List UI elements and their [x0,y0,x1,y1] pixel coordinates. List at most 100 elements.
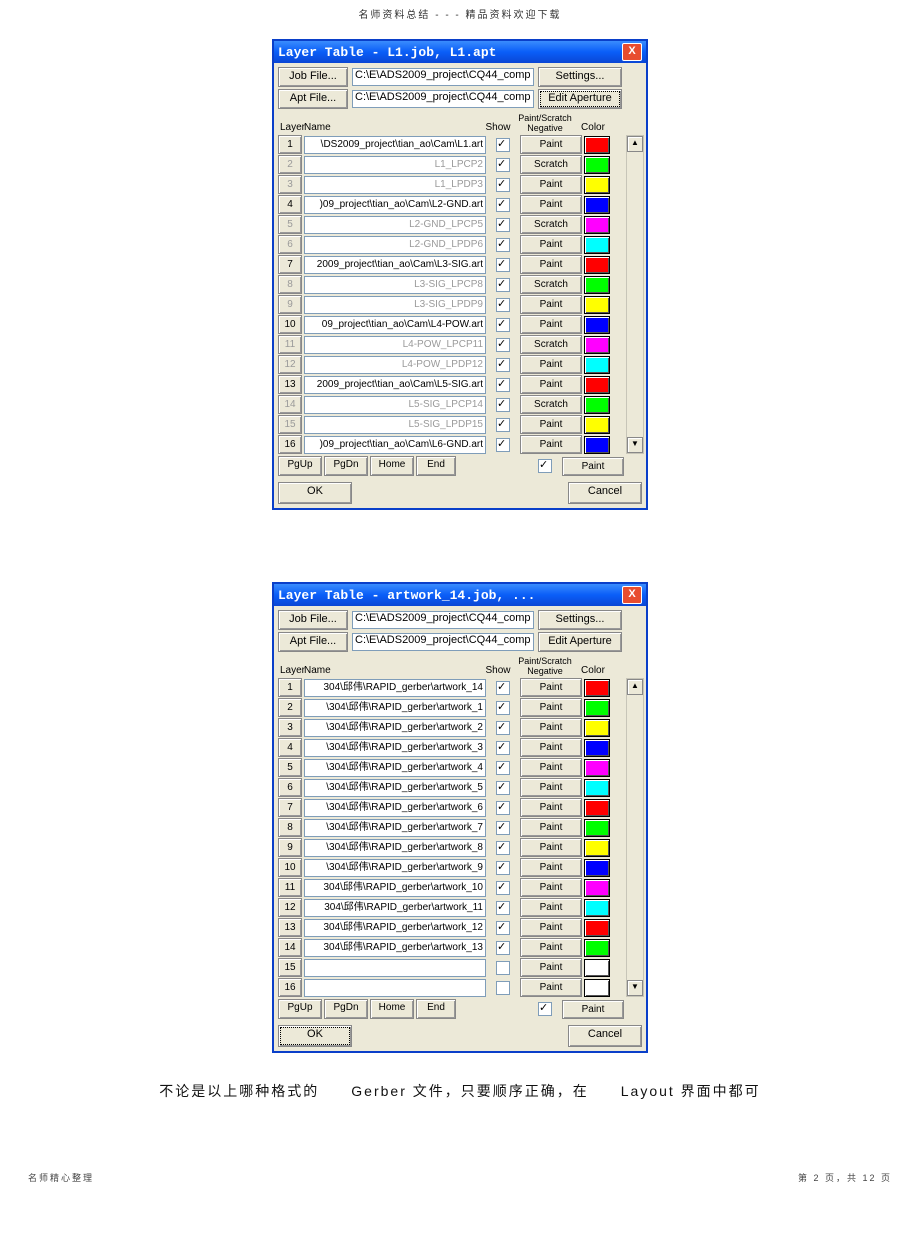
job-file-path-input[interactable]: C:\E\ADS2009_project\CQ44_comp [352,611,534,629]
scrollbar[interactable]: ▲ ▼ [626,678,644,997]
color-swatch[interactable] [584,779,610,797]
home-button[interactable]: Home [370,456,414,476]
paint-scratch-button[interactable]: Paint [520,958,582,977]
paint-scratch-button[interactable]: Paint [520,978,582,997]
color-swatch[interactable] [584,679,610,697]
paint-scratch-button[interactable]: Paint [520,195,582,214]
layer-name-input[interactable]: L5-SIG_LPDP15 [304,416,486,434]
layer-number-button[interactable]: 16 [278,435,302,454]
layer-number-button[interactable]: 14 [278,395,302,414]
show-all-checkbox[interactable] [538,1002,552,1016]
layer-name-input[interactable]: L1_LPCP2 [304,156,486,174]
page-down-button[interactable]: PgDn [324,456,368,476]
color-swatch[interactable] [584,296,610,314]
layer-number-button[interactable]: 11 [278,878,302,897]
layer-name-input[interactable]: )09_project\tian_ao\Cam\L6-GND.art [304,436,486,454]
layer-name-input[interactable]: 2009_project\tian_ao\Cam\L5-SIG.art [304,376,486,394]
layer-name-input[interactable]: L2-GND_LPDP6 [304,236,486,254]
color-swatch[interactable] [584,699,610,717]
layer-name-input[interactable]: \DS2009_project\tian_ao\Cam\L1.art [304,136,486,154]
layer-number-button[interactable]: 12 [278,355,302,374]
layer-name-input[interactable] [304,979,486,997]
layer-name-input[interactable]: \304\邱伟\RAPID_gerber\artwork_8 [304,839,486,857]
color-swatch[interactable] [584,759,610,777]
show-checkbox[interactable] [496,961,510,975]
layer-name-input[interactable]: L5-SIG_LPCP14 [304,396,486,414]
layer-number-button[interactable]: 15 [278,415,302,434]
paint-scratch-button[interactable]: Paint [520,758,582,777]
paint-scratch-button[interactable]: Paint [520,858,582,877]
layer-number-button[interactable]: 10 [278,315,302,334]
show-checkbox[interactable] [496,901,510,915]
layer-name-input[interactable]: \304\邱伟\RAPID_gerber\artwork_6 [304,799,486,817]
show-checkbox[interactable] [496,298,510,312]
layer-number-button[interactable]: 1 [278,678,302,697]
layer-number-button[interactable]: 4 [278,195,302,214]
paint-scratch-button[interactable]: Scratch [520,275,582,294]
show-checkbox[interactable] [496,258,510,272]
color-swatch[interactable] [584,196,610,214]
show-checkbox[interactable] [496,941,510,955]
layer-name-input[interactable]: \304\邱伟\RAPID_gerber\artwork_7 [304,819,486,837]
layer-name-input[interactable]: \304\邱伟\RAPID_gerber\artwork_3 [304,739,486,757]
layer-number-button[interactable]: 6 [278,778,302,797]
show-checkbox[interactable] [496,681,510,695]
color-swatch[interactable] [584,376,610,394]
paint-scratch-button[interactable]: Paint [520,878,582,897]
settings-button[interactable]: Settings... [538,610,622,630]
layer-name-input[interactable]: 304\邱伟\RAPID_gerber\artwork_14 [304,679,486,697]
close-icon[interactable]: X [622,586,642,604]
color-swatch[interactable] [584,216,610,234]
settings-button[interactable]: Settings... [538,67,622,87]
color-swatch[interactable] [584,959,610,977]
paint-scratch-button[interactable]: Scratch [520,215,582,234]
layer-name-input[interactable]: 304\邱伟\RAPID_gerber\artwork_12 [304,919,486,937]
scroll-up-icon[interactable]: ▲ [627,679,643,695]
page-up-button[interactable]: PgUp [278,456,322,476]
layer-name-input[interactable]: \304\邱伟\RAPID_gerber\artwork_2 [304,719,486,737]
layer-name-input[interactable]: \304\邱伟\RAPID_gerber\artwork_1 [304,699,486,717]
layer-name-input[interactable] [304,959,486,977]
color-swatch[interactable] [584,156,610,174]
show-checkbox[interactable] [496,178,510,192]
job-file-path-input[interactable]: C:\E\ADS2009_project\CQ44_comp [352,68,534,86]
color-swatch[interactable] [584,436,610,454]
show-checkbox[interactable] [496,218,510,232]
paint-scratch-button[interactable]: Paint [520,718,582,737]
layer-name-input[interactable]: 304\邱伟\RAPID_gerber\artwork_10 [304,879,486,897]
show-checkbox[interactable] [496,801,510,815]
show-checkbox[interactable] [496,158,510,172]
layer-number-button[interactable]: 7 [278,255,302,274]
color-swatch[interactable] [584,859,610,877]
layer-name-input[interactable]: \304\邱伟\RAPID_gerber\artwork_5 [304,779,486,797]
show-checkbox[interactable] [496,358,510,372]
show-checkbox[interactable] [496,721,510,735]
paint-scratch-button[interactable]: Paint [520,255,582,274]
color-swatch[interactable] [584,899,610,917]
layer-number-button[interactable]: 6 [278,235,302,254]
show-checkbox[interactable] [496,761,510,775]
color-swatch[interactable] [584,939,610,957]
paint-scratch-button[interactable]: Paint [520,135,582,154]
layer-number-button[interactable]: 10 [278,858,302,877]
layer-number-button[interactable]: 3 [278,175,302,194]
color-swatch[interactable] [584,316,610,334]
scrollbar[interactable]: ▲ ▼ [626,135,644,454]
paint-scratch-button[interactable]: Paint [520,698,582,717]
color-swatch[interactable] [584,719,610,737]
show-checkbox[interactable] [496,841,510,855]
layer-number-button[interactable]: 9 [278,838,302,857]
show-checkbox[interactable] [496,398,510,412]
paint-scratch-button[interactable]: Scratch [520,395,582,414]
color-swatch[interactable] [584,336,610,354]
paint-scratch-button[interactable]: Paint [520,898,582,917]
show-checkbox[interactable] [496,338,510,352]
layer-number-button[interactable]: 14 [278,938,302,957]
paint-scratch-button[interactable]: Paint [520,375,582,394]
layer-name-input[interactable]: L3-SIG_LPDP9 [304,296,486,314]
summary-paint-button[interactable]: Paint [562,1000,624,1019]
layer-name-input[interactable]: L1_LPDP3 [304,176,486,194]
paint-scratch-button[interactable]: Paint [520,315,582,334]
layer-number-button[interactable]: 1 [278,135,302,154]
layer-number-button[interactable]: 8 [278,818,302,837]
